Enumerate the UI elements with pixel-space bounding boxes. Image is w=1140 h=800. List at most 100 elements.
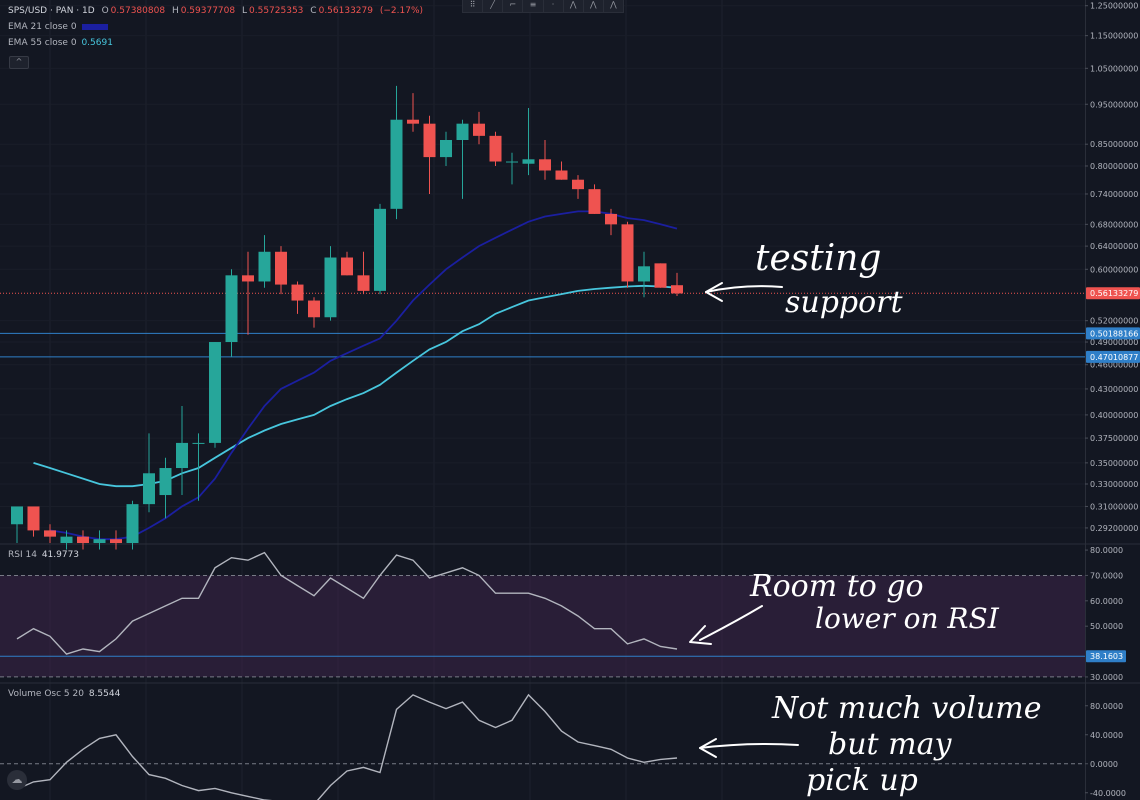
candle [291, 281, 304, 314]
price-axis-label: 0.29200000 [1090, 524, 1138, 533]
candle [407, 93, 419, 132]
candle [390, 85, 403, 220]
rsi-label: RSI 14 [8, 550, 37, 560]
volume-osc-value: 8.5544 [88, 689, 121, 699]
drawing-toolbar: ⠿ ╱ ⌐ ≡ · ⋀ ⋀ ⋀ [462, 0, 624, 13]
candle-body [77, 536, 89, 543]
candle-body [456, 123, 469, 141]
candle-body [242, 275, 254, 282]
candle [621, 221, 634, 288]
open-value: 0.57380808 [110, 6, 166, 16]
annotation-text: Room to go [749, 569, 924, 604]
toolbar-item-lines[interactable]: ≡ [523, 0, 544, 12]
candle [654, 263, 667, 288]
toolbar-item-pattern-1[interactable]: ⋀ [564, 0, 584, 12]
price-axis-label: 0.33000000 [1090, 480, 1138, 489]
candle-body [473, 123, 485, 136]
annotation-arrow-head [705, 282, 723, 302]
candle-body [638, 266, 650, 282]
volume-osc-axis-label: 80.0000 [1090, 702, 1123, 711]
close-label: C [310, 6, 317, 16]
price-axis-label: 0.35000000 [1090, 459, 1138, 468]
collapse-legend-button[interactable]: ^ [9, 56, 29, 69]
rsi-legend[interactable]: RSI 14 41.9773 [8, 550, 79, 560]
toolbar-item-drag-handle[interactable]: ⠿ [463, 0, 484, 12]
candle [225, 269, 238, 357]
candle-body [159, 468, 172, 496]
candle [440, 131, 452, 166]
annotation-arrow [699, 743, 799, 749]
annotation-text: Not much volume [771, 691, 1041, 726]
ema55-value: 0.5691 [81, 38, 113, 48]
candle [539, 140, 551, 180]
toolbar-item-trendline[interactable]: ╱ [483, 0, 504, 12]
high-label: H [171, 6, 179, 16]
rsi-axis-label: 50.0000 [1090, 622, 1123, 631]
candle [11, 506, 23, 543]
price-axis-label: 0.68000000 [1090, 220, 1138, 229]
candle-body [93, 539, 106, 543]
symbol-label[interactable]: SPS/USD · PAN · 1D [8, 6, 95, 16]
price-axis-label: 0.46000000 [1090, 361, 1138, 370]
toolbar-item-pattern-2[interactable]: ⋀ [584, 0, 604, 12]
candle-body [291, 284, 304, 301]
ohlc-legend: SPS/USD · PAN · 1D O 0.57380808 H 0.593777… [8, 6, 423, 16]
candle-body [621, 224, 634, 282]
candle-body [390, 119, 403, 209]
candle-body [588, 189, 601, 214]
tradingview-logo-icon[interactable]: ☁ [7, 770, 27, 790]
candle [143, 433, 155, 513]
candle-body [44, 530, 56, 537]
low-label: L [242, 6, 248, 16]
candle-body [440, 140, 452, 158]
candle [506, 152, 518, 185]
candle [341, 251, 353, 276]
candle-body [357, 275, 370, 291]
toolbar-item-pattern-3[interactable]: ⋀ [610, 0, 617, 9]
candle [423, 115, 436, 194]
price-axis-label: 0.80000000 [1090, 162, 1138, 171]
price-axis-label: 0.85000000 [1090, 140, 1138, 149]
annotation-arrow-head [689, 625, 712, 645]
price-axis-label: 0.37500000 [1090, 434, 1138, 443]
candle-body [192, 442, 205, 444]
candle [93, 530, 106, 550]
ema55-legend[interactable]: EMA 55 close 0 0.5691 [8, 38, 113, 48]
price-axis-label: 0.74000000 [1090, 190, 1138, 199]
annotation-text: testing [755, 238, 881, 279]
rsi-level-tag [1086, 650, 1126, 663]
candle [324, 246, 337, 321]
candle-body [489, 135, 502, 162]
price-axis-label: 1.25000000 [1090, 2, 1138, 11]
candle [275, 246, 287, 295]
candle [176, 406, 188, 496]
volume-osc-label: Volume Osc 5 20 [8, 689, 84, 699]
candle-body [407, 119, 419, 124]
candle [605, 208, 617, 236]
price-axis-label: 0.64000000 [1090, 242, 1138, 251]
candle-body [555, 170, 568, 180]
price-axis-label: 0.95000000 [1090, 100, 1138, 109]
candle-body [225, 275, 238, 343]
candle [638, 251, 650, 298]
volume-osc-axis-label: 0.0000 [1090, 760, 1118, 769]
candle [27, 506, 40, 537]
candle [209, 342, 221, 448]
candle [357, 251, 370, 295]
price-axis-label: 0.60000000 [1090, 265, 1138, 274]
toolbar-item-ray[interactable]: ⌐ [503, 0, 524, 12]
price-axis-label: 0.40000000 [1090, 411, 1138, 420]
candle [489, 131, 502, 166]
candle-body [654, 263, 667, 288]
candle [159, 457, 172, 519]
chevron-up-icon: ^ [15, 57, 23, 66]
volume-osc-legend[interactable]: Volume Osc 5 20 8.5544 [8, 689, 120, 699]
annotation-text: pick up [806, 763, 918, 798]
ema55-label: EMA 55 close 0 [8, 38, 77, 48]
candle [588, 184, 601, 214]
last-price-tag [1086, 287, 1140, 300]
ema21-legend[interactable]: EMA 21 close 0 [8, 22, 109, 32]
toolbar-item-dot[interactable]: · [544, 0, 564, 12]
candle-body [374, 208, 386, 291]
